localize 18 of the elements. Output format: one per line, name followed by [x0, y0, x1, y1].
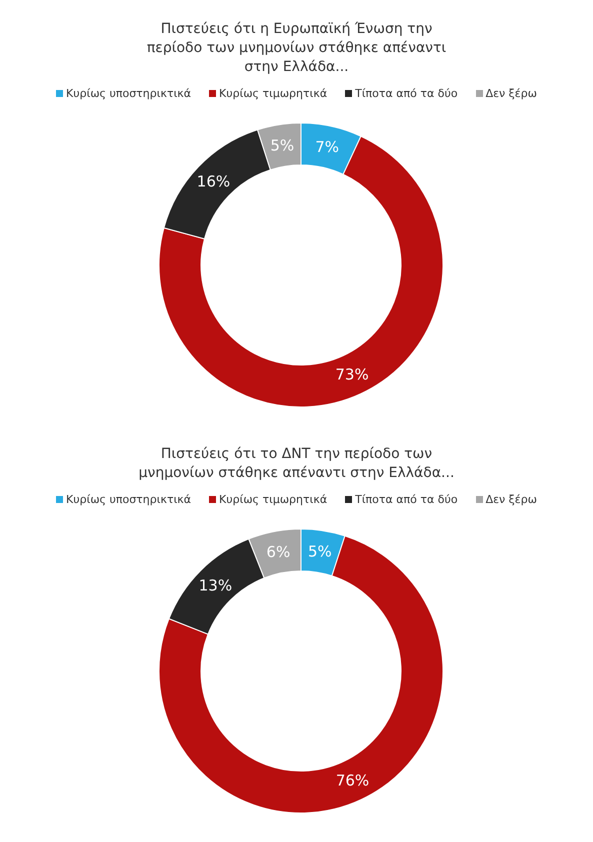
- legend-label: Κυρίως τιμωρητικά: [219, 87, 328, 100]
- data-label: 5%: [308, 542, 332, 560]
- chart-title: Πιστεύεις ότι η Ευρωπαϊκή Ένωση την περίοδο των μνημονίων στάθηκε απέναντι στην Ελλάδα...: [146, 20, 448, 77]
- data-label: 5%: [270, 136, 294, 154]
- legend-label: Τίποτα από τα δύο: [355, 87, 458, 100]
- data-label: 6%: [266, 543, 290, 562]
- data-label: 7%: [315, 138, 340, 156]
- data-label: 76%: [336, 771, 370, 790]
- legend-label: Κυρίως υποστηρικτικά: [66, 493, 192, 506]
- legend-label: Κυρίως υποστηρικτικά: [66, 87, 192, 100]
- legend-label: Κυρίως τιμωρητικά: [219, 493, 328, 506]
- legend-label: Δεν ξέρω: [486, 87, 537, 100]
- data-label: 73%: [335, 366, 369, 384]
- legend-label: Δεν ξέρω: [486, 493, 537, 506]
- chart-title: Πιστεύεις ότι το ΔΝΤ την περίοδο των μνημονίων στάθηκε απέναντι στην Ελλάδα...: [138, 445, 456, 483]
- legend-label: Τίποτα από τα δύο: [355, 493, 458, 506]
- data-label: 13%: [198, 576, 232, 594]
- data-label: 16%: [196, 172, 230, 190]
